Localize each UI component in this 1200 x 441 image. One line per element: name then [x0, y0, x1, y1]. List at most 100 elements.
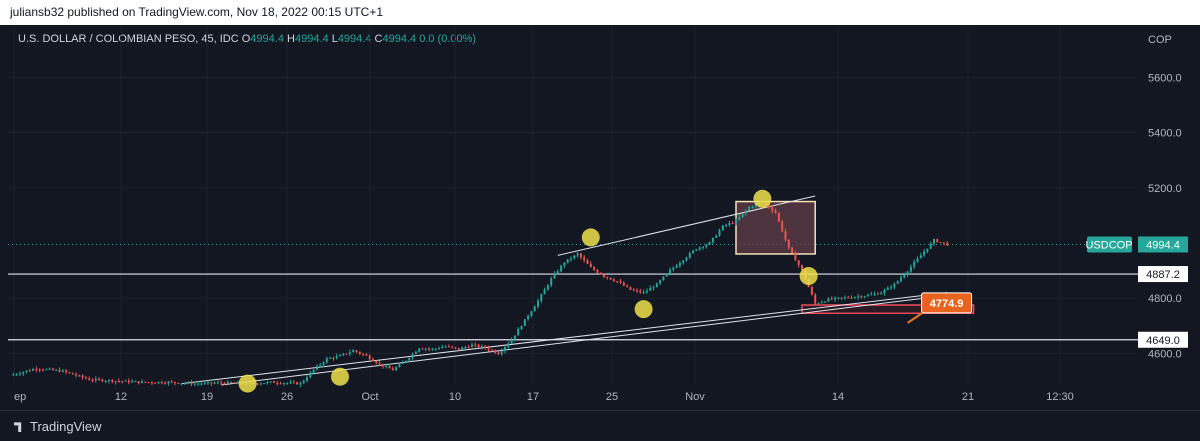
candle-body: [484, 346, 487, 348]
candle-body: [45, 369, 48, 371]
candle-body: [207, 382, 209, 384]
candle-body: [916, 258, 919, 262]
candle-body: [840, 297, 843, 299]
candle-body: [315, 366, 318, 370]
candle-body: [362, 353, 365, 355]
candle-body: [65, 370, 68, 373]
candle-body: [68, 372, 71, 374]
candle-body: [593, 267, 596, 270]
x-tick-label: 12: [115, 391, 127, 403]
candle-body: [619, 281, 622, 283]
candle-body: [365, 354, 368, 356]
candle-body: [725, 224, 728, 226]
candle-body: [335, 356, 338, 359]
candle-body: [12, 374, 15, 376]
close-value: 4994.4: [382, 33, 417, 45]
candle-body: [342, 353, 345, 356]
chart-legend: U.S. DOLLAR / COLOMBIAN PESO, 45, IDC O4…: [18, 33, 476, 45]
price-level-tag: [1138, 331, 1188, 348]
candle-body: [332, 357, 335, 359]
candle-body: [942, 242, 945, 244]
candle-body: [137, 381, 140, 383]
candle-body: [104, 380, 107, 382]
candle-body: [117, 380, 120, 382]
candle-body: [682, 260, 685, 264]
candle-body: [193, 383, 196, 385]
candle-body: [665, 273, 668, 277]
price-level-tag: [1138, 266, 1188, 283]
candle-body: [282, 383, 285, 385]
candle-body: [507, 343, 510, 347]
candle-body: [645, 290, 648, 293]
x-tick-label: Nov: [685, 391, 705, 403]
candle-body: [678, 263, 681, 266]
candle-body: [111, 379, 114, 382]
candle-body: [777, 212, 780, 222]
candle-body: [837, 297, 840, 299]
high-key: H: [287, 33, 295, 45]
high-value: 4994.4: [294, 33, 329, 45]
candle-body: [768, 204, 770, 208]
candle-body: [728, 223, 731, 225]
candle-body: [160, 381, 163, 384]
candle-body: [444, 346, 447, 348]
candle-body: [675, 265, 678, 268]
candle-body: [622, 282, 625, 286]
candle-body: [220, 382, 223, 384]
price-chart[interactable]: 5600.0 5400.0 5200.0 4800.0 4600.0 COP ep 12 19 2…: [0, 25, 1200, 410]
symbol-label: U.S. DOLLAR / COLOMBIAN PESO, 45, IDC: [18, 33, 239, 45]
candle-body: [523, 319, 526, 327]
candle-body: [711, 237, 714, 243]
candle-body: [32, 369, 35, 371]
candle-body: [329, 357, 332, 359]
candle-body: [81, 375, 84, 378]
candle-body: [471, 344, 473, 348]
candle-body: [170, 381, 173, 383]
candle-body: [487, 347, 490, 350]
marker-circle: [238, 374, 257, 393]
candle-body: [946, 242, 949, 246]
price-level-label: 4649.0: [1146, 335, 1180, 347]
candle-body: [276, 382, 279, 384]
candle-body: [735, 219, 737, 224]
candle-body: [497, 352, 500, 355]
candle-body: [279, 383, 282, 385]
price-level-label: 4887.2: [1146, 269, 1180, 281]
candle-body: [391, 368, 394, 371]
candle-body: [174, 381, 176, 383]
candle-body: [606, 276, 609, 278]
candle-body: [520, 326, 523, 330]
candle-body: [642, 292, 645, 294]
candle-body: [424, 348, 427, 350]
candle-body: [345, 353, 348, 355]
y-tick-label: 5400.0: [1148, 128, 1182, 140]
candle-body: [560, 265, 563, 272]
candle-body: [659, 280, 662, 284]
candle-body: [78, 375, 81, 377]
candle-body: [919, 255, 922, 259]
candle-body: [649, 287, 652, 291]
candle-body: [810, 287, 813, 295]
x-tick-label: Oct: [361, 391, 378, 403]
candle-body: [540, 294, 543, 301]
candle-body: [863, 296, 866, 298]
candle-body: [55, 369, 58, 371]
candle-body: [286, 382, 289, 384]
candle-body: [35, 369, 38, 371]
candle-body: [830, 298, 833, 300]
candle-body: [738, 217, 741, 220]
candle-body: [203, 382, 206, 384]
marker-circle: [799, 267, 818, 286]
candle-body: [556, 271, 559, 274]
candle-body: [348, 352, 351, 354]
candle-body: [223, 382, 226, 384]
marker-circle: [581, 228, 600, 247]
candle-body: [101, 379, 104, 382]
candle-body: [372, 359, 374, 362]
candle-body: [873, 293, 876, 295]
callout-box: [921, 292, 973, 314]
candle-body: [144, 381, 147, 383]
brand[interactable]: TradingView: [14, 419, 102, 434]
currency-label: COP: [1148, 34, 1172, 46]
candle-body: [91, 380, 94, 382]
